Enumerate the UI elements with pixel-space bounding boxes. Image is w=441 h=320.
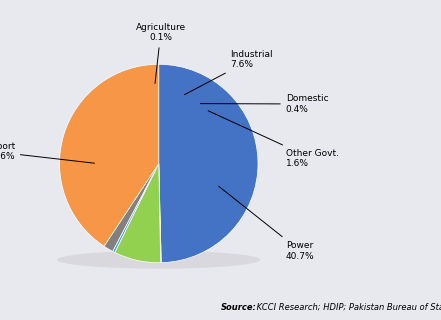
Text: Agriculture
0.1%: Agriculture 0.1%: [136, 23, 186, 84]
Wedge shape: [60, 64, 159, 246]
Text: Other Govt.
1.6%: Other Govt. 1.6%: [208, 111, 339, 168]
Text: Source:: Source:: [220, 303, 256, 312]
Text: KCCI Research; HDIP; Pakistan Bureau of Statistics (PBS): KCCI Research; HDIP; Pakistan Bureau of …: [254, 303, 441, 312]
Wedge shape: [159, 64, 258, 263]
Text: Transport
49.6%: Transport 49.6%: [0, 142, 94, 163]
Text: Power
40.7%: Power 40.7%: [219, 186, 314, 260]
Wedge shape: [112, 164, 159, 252]
Wedge shape: [104, 164, 159, 251]
Text: Domestic
0.4%: Domestic 0.4%: [201, 94, 329, 114]
Wedge shape: [115, 164, 161, 263]
Ellipse shape: [57, 251, 261, 269]
Text: Industrial
7.6%: Industrial 7.6%: [184, 50, 273, 95]
Wedge shape: [159, 164, 161, 263]
